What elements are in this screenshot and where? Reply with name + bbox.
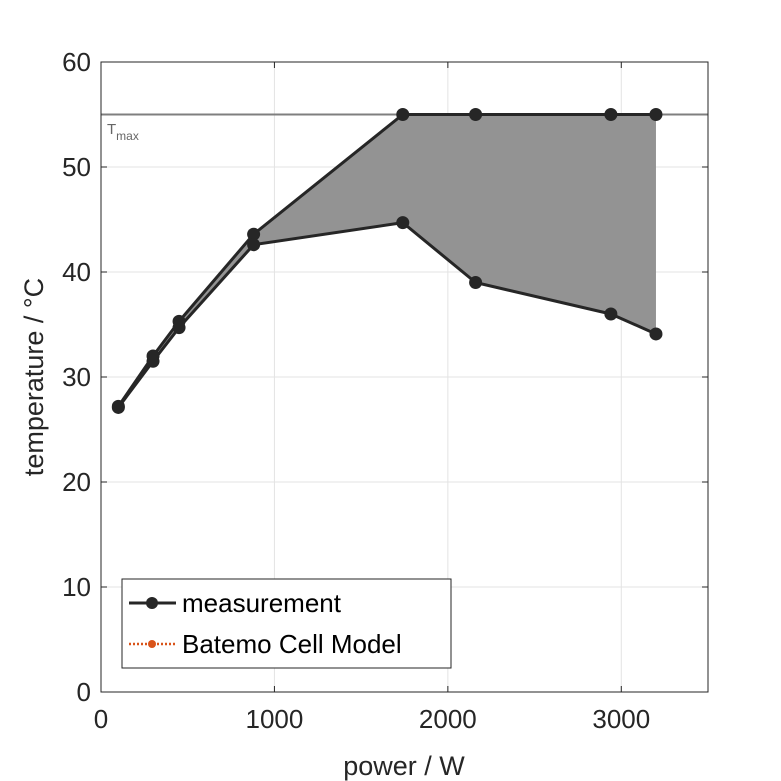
range-fill-polygon — [118, 114, 656, 408]
y-tick-label-4: 40 — [62, 257, 91, 287]
lower-point-1 — [146, 354, 160, 368]
lower-point-4 — [396, 216, 410, 230]
legend-measurement-label: measurement — [182, 588, 342, 618]
upper-point-6 — [604, 108, 618, 121]
y-axis-label: temperature / °C — [19, 278, 49, 476]
legend: measurement Batemo Cell Model — [121, 578, 452, 669]
upper-point-4 — [396, 108, 410, 121]
x-tick-label-0: 0 — [94, 704, 108, 734]
y-tick-label-0: 0 — [77, 677, 91, 707]
lower-point-2 — [172, 321, 186, 335]
axis-ticks: 0 1000 2000 3000 0 10 20 30 40 50 60 — [62, 47, 708, 734]
measurement-range-fill — [118, 114, 656, 408]
upper-point-5 — [469, 108, 483, 121]
lower-point-7 — [649, 327, 663, 341]
upper-line — [117, 113, 656, 408]
legend-model-marker — [148, 640, 156, 648]
y-tick-label-6: 60 — [62, 47, 91, 77]
lower-point-5 — [469, 276, 483, 289]
legend-box — [121, 578, 452, 669]
legend-model-label: Batemo Cell Model — [182, 629, 402, 659]
upper-point-7 — [649, 108, 663, 121]
lower-point-3 — [247, 238, 261, 252]
x-tick-label-2: 2000 — [419, 704, 477, 734]
ref-line-label: Tmax — [107, 121, 139, 143]
y-tick-label-2: 20 — [62, 467, 91, 497]
x-axis-label: power / W — [343, 751, 465, 781]
lower-point-6 — [604, 307, 618, 321]
lower-point-0 — [111, 400, 125, 414]
legend-measurement-marker — [146, 597, 158, 609]
measurement-series — [111, 108, 663, 414]
y-tick-label-3: 30 — [62, 362, 91, 392]
y-tick-label-5: 50 — [62, 152, 91, 182]
upper-point-3 — [247, 227, 261, 241]
y-tick-label-1: 10 — [62, 572, 91, 602]
x-tick-label-1: 1000 — [246, 704, 304, 734]
x-tick-label-3: 3000 — [592, 704, 650, 734]
